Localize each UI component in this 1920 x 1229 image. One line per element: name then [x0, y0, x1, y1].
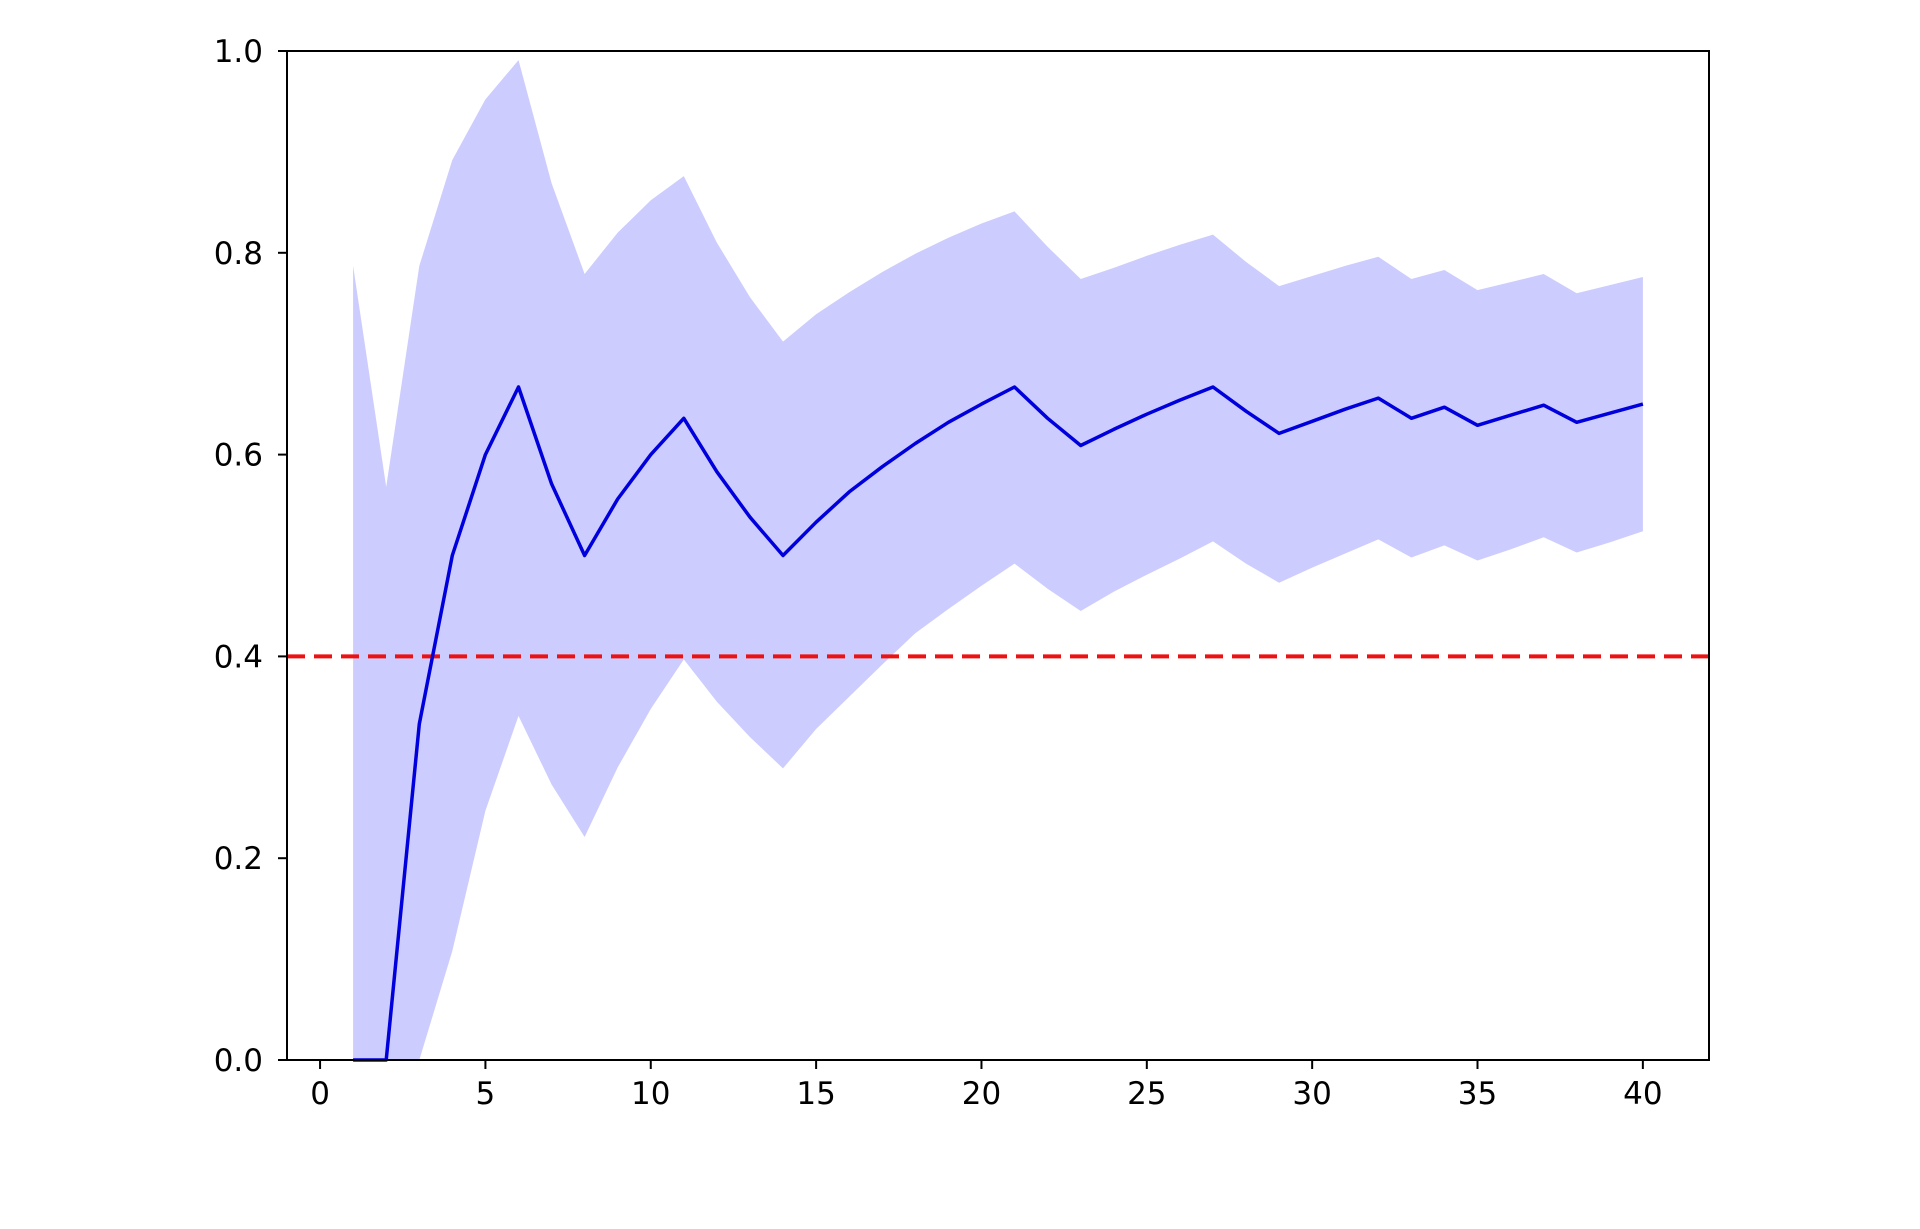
x-tick-label: 25 [1127, 1076, 1166, 1112]
x-tick-label: 35 [1458, 1076, 1497, 1112]
x-tick-label: 0 [310, 1076, 330, 1112]
plot-frame [286, 50, 1710, 1061]
x-tick-label: 15 [796, 1076, 835, 1112]
x-tick-label: 5 [476, 1076, 496, 1112]
x-tick-label: 40 [1623, 1076, 1662, 1112]
confidence-band [353, 60, 1643, 1061]
series-line-0 [353, 385, 1644, 1062]
y-tick-label: 0.6 [214, 438, 263, 474]
y-tick-label: 1.0 [214, 34, 263, 70]
x-tick-label: 20 [962, 1076, 1001, 1112]
y-tick-label: 0.2 [214, 841, 263, 877]
y-tick-label: 0.8 [214, 236, 263, 272]
x-tick-label: 30 [1292, 1076, 1331, 1112]
y-tick-label: 0.0 [214, 1043, 263, 1079]
x-tick-label: 10 [631, 1076, 670, 1112]
y-tick-label: 0.4 [214, 639, 263, 675]
